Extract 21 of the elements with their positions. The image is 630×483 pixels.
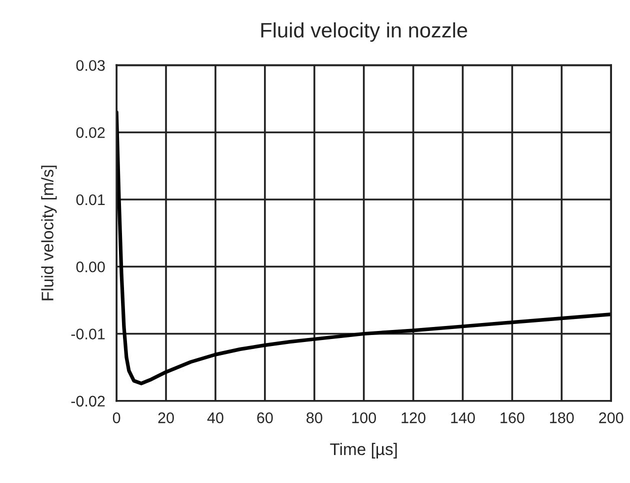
line-series xyxy=(116,110,612,386)
x-tick-label: 180 xyxy=(550,412,574,424)
y-tick-label: 0.02 xyxy=(76,127,105,138)
x-tick-label: 120 xyxy=(402,412,426,424)
x-tick-label: 200 xyxy=(599,412,624,424)
x-tick-label: 100 xyxy=(352,412,376,424)
x-axis-title: Time [µs] xyxy=(330,442,397,458)
y-tick-label: -0.01 xyxy=(71,328,105,340)
x-tick-label: 80 xyxy=(306,412,322,424)
y-tick-label: -0.02 xyxy=(71,396,105,407)
y-axis-title: Fluid velocity [m/s] xyxy=(41,166,57,300)
y-tick-label: 0.01 xyxy=(76,194,105,206)
x-tick-label: 140 xyxy=(451,412,475,424)
y-tick-label: 0.03 xyxy=(76,60,105,71)
x-tick-label: 60 xyxy=(257,412,273,424)
x-tick-label: 160 xyxy=(500,412,524,424)
x-tick-label: 0 xyxy=(112,412,120,424)
x-tick-label: 20 xyxy=(158,412,174,424)
y-tick-label: 0.00 xyxy=(76,261,105,272)
x-tick-label: 40 xyxy=(207,412,224,424)
chart-title: Fluid velocity in nozzle xyxy=(261,22,468,42)
